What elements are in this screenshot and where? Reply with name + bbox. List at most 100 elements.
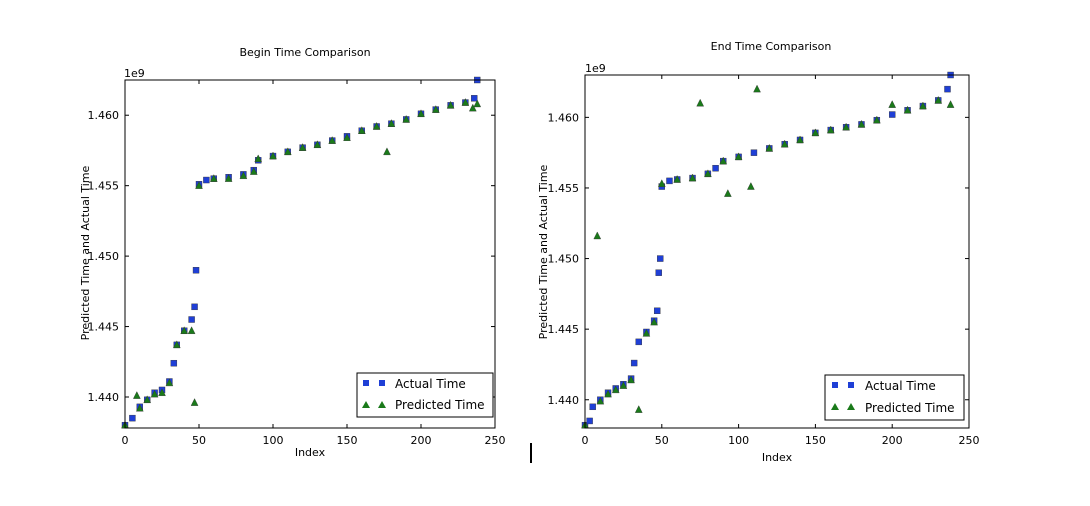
predicted-time-point [249,167,258,175]
predicted-time-point [254,154,263,163]
x-tick-label: 0 [122,434,129,447]
x-tick-label: 200 [411,434,432,447]
y-tick-label: 1.460 [548,111,580,124]
predicted-time-point [343,133,351,141]
actual-time-point [655,269,662,276]
legend-label-predicted: Predicted Time [865,401,955,415]
predicted-time-point [431,105,440,113]
chart-title: Begin Time Comparison [239,46,370,59]
marks-layer [581,71,955,429]
predicted-time-point [209,174,218,182]
x-tick-label: 200 [882,434,903,447]
predicted-time-point [719,156,728,165]
predicted-time-point [283,147,292,156]
predicted-time-point [402,115,411,123]
actual-time-point [471,95,478,102]
legend: Actual Time Predicted Time [824,374,965,421]
x-tick-label: 50 [192,434,206,447]
chart-title: End Time Comparison [711,40,832,53]
predicted-time-point [313,140,322,149]
predicted-time-point [873,115,881,124]
actual-time-point [192,267,200,274]
predicted-time-point [187,326,196,334]
legend-actual-marker-2 [848,382,854,388]
predicted-time-point [796,135,804,144]
predicted-time-point [357,126,366,134]
actual-time-point [170,359,178,367]
predicted-time-point [826,125,835,134]
y-tick-label: 1.450 [548,253,580,266]
predicted-time-point [688,173,697,182]
x-tick-label: 50 [655,434,669,447]
predicted-time-point [195,181,203,189]
predicted-time-point [446,100,455,109]
predicted-time-point [903,105,912,114]
predicted-time-point [934,95,943,104]
predicted-time-point [180,326,189,334]
predicted-time-point [747,182,755,190]
predicted-time-point [753,84,761,93]
predicted-time-point [224,174,233,182]
predicted-time-point [172,340,181,349]
actual-time-point [635,338,642,346]
predicted-time-point [135,403,144,412]
predicted-time-point [596,396,605,405]
legend-actual-marker-1 [363,380,369,386]
predicted-time-point [946,100,955,108]
predicted-time-point [634,405,643,413]
y-tick-label: 1.445 [548,323,580,336]
predicted-time-point [888,100,897,108]
begin-time-chart: Begin Time Comparison 1e9 Predicted Time… [79,46,506,459]
x-tick-label: 150 [337,434,358,447]
marks-layer [121,76,482,429]
predicted-time-point [239,171,248,180]
y-axis-label: Predicted Time and Actual Time [79,165,92,340]
predicted-time-point [842,122,850,131]
x-tick-label: 100 [728,434,749,447]
predicted-time-point [165,378,174,387]
actual-time-point [203,176,210,184]
actual-time-point [750,149,758,156]
predicted-time-point [642,328,651,337]
y-tick-label: 1.455 [548,182,580,195]
legend-label-actual: Actual Time [395,377,466,391]
legend-actual-marker-2 [379,380,385,386]
predicted-time-point [383,147,391,156]
legend-predicted-marker-2 [378,401,386,408]
predicted-time-point [593,231,602,240]
ticks-layer: 0 50 100 150 200 250 1.440 1.445 1.450 1.455 1.460 [88,80,506,447]
actual-time-point [889,111,896,118]
x-tick-label: 100 [263,434,284,447]
predicted-time-point [734,152,743,161]
predicted-time-point [673,175,681,183]
plot-frame [124,79,496,429]
x-tick-label: 250 [485,434,506,447]
legend-actual-marker-1 [832,382,838,388]
offset-text: 1e9 [585,62,606,75]
y-tick-label: 1.440 [88,391,120,404]
y-tick-label: 1.450 [88,250,120,263]
text-cursor-bar [530,443,532,463]
predicted-time-point [461,98,470,106]
ticks-layer: 0 50 100 150 200 250 1.440 1.445 1.450 1.455 1.460 [548,75,980,447]
predicted-time-point [269,151,277,160]
y-tick-label: 1.455 [88,180,120,193]
x-axis-label: Index [295,446,326,459]
plot-frame [584,74,970,429]
legend-predicted-marker-1 [362,401,370,408]
x-tick-label: 0 [582,434,589,447]
actual-time-point [586,417,593,425]
actual-time-point [712,164,719,172]
predicted-time-point [133,391,141,399]
predicted-time-point [650,317,658,326]
y-axis-label: Predicted Time and Actual Time [537,164,550,339]
actual-time-point [191,303,198,311]
legend-label-actual: Actual Time [865,379,936,393]
predicted-time-point [611,385,620,394]
predicted-time-point [372,122,381,130]
predicted-time-point [473,99,482,108]
predicted-time-point [150,389,159,398]
actual-time-point [657,255,664,262]
actual-time-point [129,414,136,422]
predicted-time-point [604,389,612,398]
